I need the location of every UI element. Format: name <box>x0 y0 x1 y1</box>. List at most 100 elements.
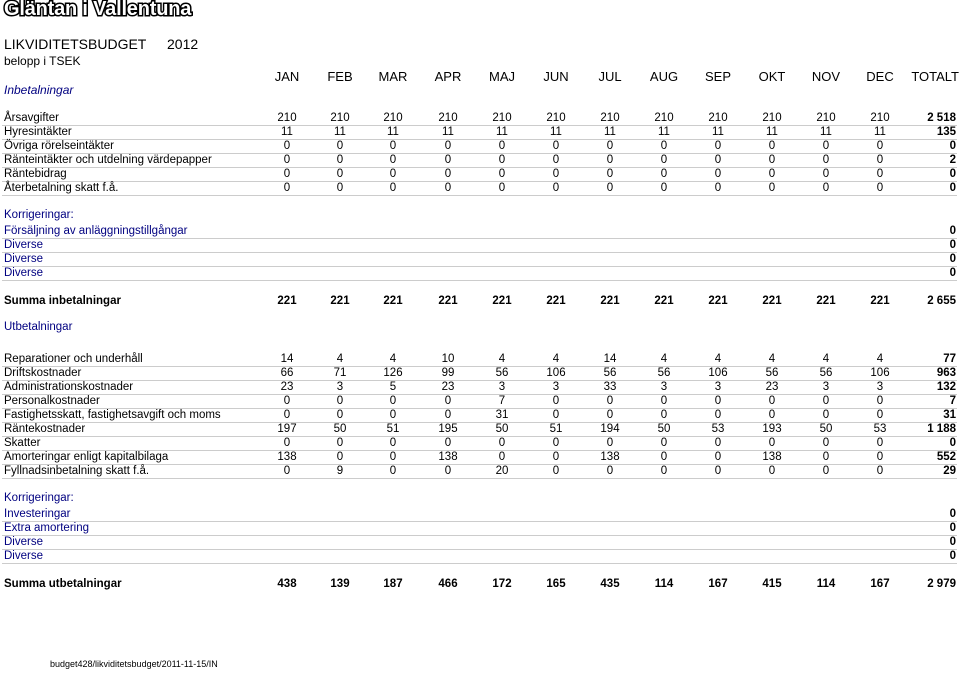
month-value-cell: 0 <box>283 154 291 166</box>
month-value-cell: 139 <box>330 578 350 590</box>
total-value-cell: 963 <box>936 367 956 379</box>
month-value-cell: 0 <box>552 437 560 449</box>
month-value-cell: 221 <box>383 295 403 307</box>
month-value-cell: 0 <box>336 395 344 407</box>
month-value-cell: 50 <box>819 423 833 435</box>
income-correction-row: Diverse 0 <box>2 238 957 253</box>
month-value-cell: 0 <box>876 154 884 166</box>
month-value-cell: 138 <box>277 451 297 463</box>
month-value-cell: 56 <box>765 367 779 379</box>
month-value-cell: 0 <box>498 451 506 463</box>
month-value-cell: 106 <box>870 367 890 379</box>
total-value-cell: 2 <box>949 154 956 166</box>
total-value-cell: 0 <box>949 508 956 520</box>
income-row: Övriga rörelseintäkter 0 0 0 0 0 0 0 0 0 0 0 0 0 <box>2 139 957 154</box>
month-value-cell: 0 <box>768 437 776 449</box>
month-value-cell: 0 <box>822 437 830 449</box>
month-value-cell: 0 <box>389 395 397 407</box>
row-label: Försäljning av anläggningstillgångar <box>4 225 188 237</box>
total-value-cell: 0 <box>949 140 956 152</box>
month-value-cell: 0 <box>336 154 344 166</box>
month-value-cell: 0 <box>822 409 830 421</box>
month-value-cell: 0 <box>714 437 722 449</box>
month-value-cell: 0 <box>389 182 397 194</box>
row-label: Diverse <box>4 550 43 562</box>
total-value-cell: 0 <box>949 168 956 180</box>
month-value-cell: 210 <box>492 112 512 124</box>
month-value-cell: 0 <box>822 154 830 166</box>
row-label: Fyllnadsinbetalning skatt f.å. <box>4 465 150 477</box>
month-value-cell: 51 <box>386 423 400 435</box>
month-value-cell: 221 <box>708 295 728 307</box>
total-value-cell: 2 655 <box>927 295 956 307</box>
month-value-cell: 0 <box>714 140 722 152</box>
month-header-col: APR <box>434 69 462 84</box>
month-value-cell: 0 <box>606 437 614 449</box>
month-value-cell: 0 <box>389 451 397 463</box>
month-value-cell: 31 <box>495 409 509 421</box>
month-value-cell: 14 <box>603 353 617 365</box>
month-header-col: JUN <box>543 69 569 84</box>
month-value-cell: 0 <box>606 168 614 180</box>
month-value-cell: 210 <box>277 112 297 124</box>
month-value-cell: 53 <box>873 423 887 435</box>
month-value-cell: 114 <box>654 578 674 590</box>
month-value-cell: 210 <box>654 112 674 124</box>
month-value-cell: 0 <box>283 437 291 449</box>
month-value-cell: 0 <box>768 168 776 180</box>
expense-correction-row: Diverse 0 <box>2 535 957 550</box>
month-value-cell: 0 <box>660 395 668 407</box>
income-row: Ränteintäkter och utdelning värdepapper 0… <box>2 153 957 168</box>
row-label: Skatter <box>4 437 41 449</box>
month-value-cell: 466 <box>438 578 458 590</box>
month-value-cell: 11 <box>820 126 832 138</box>
month-value-cell: 56 <box>657 367 671 379</box>
month-value-cell: 221 <box>546 295 566 307</box>
month-value-cell: 210 <box>816 112 836 124</box>
month-value-cell: 0 <box>660 154 668 166</box>
month-value-cell: 210 <box>708 112 728 124</box>
month-value-cell: 0 <box>714 451 722 463</box>
month-value-cell: 50 <box>333 423 347 435</box>
month-value-cell: 0 <box>283 395 291 407</box>
month-value-cell: 221 <box>762 295 782 307</box>
month-value-cell: 0 <box>444 168 452 180</box>
month-value-cell: 23 <box>765 381 779 393</box>
month-value-cell: 0 <box>389 409 397 421</box>
month-header-col: DEC <box>866 69 894 84</box>
month-value-cell: 210 <box>600 112 620 124</box>
month-value-cell: 172 <box>492 578 512 590</box>
month-value-cell: 0 <box>498 140 506 152</box>
amount-unit: belopp i TSEK <box>4 54 81 68</box>
row-label: Årsavgifter <box>4 112 59 124</box>
month-value-cell: 0 <box>660 182 668 194</box>
month-value-cell: 0 <box>606 182 614 194</box>
month-value-cell: 4 <box>498 353 506 365</box>
income-sum-row: Summa inbetalningar 221 221 221 221 221 221 221… <box>2 294 957 308</box>
month-value-cell: 221 <box>816 295 836 307</box>
month-value-cell: 0 <box>336 182 344 194</box>
month-value-cell: 0 <box>876 395 884 407</box>
month-header-col: AUG <box>649 69 679 84</box>
month-value-cell: 0 <box>444 154 452 166</box>
total-value-cell: 0 <box>949 437 956 449</box>
month-value-cell: 7 <box>498 395 506 407</box>
month-value-cell: 4 <box>822 353 830 365</box>
month-value-cell: 9 <box>336 465 344 477</box>
month-value-cell: 56 <box>819 367 833 379</box>
income-row: Räntebidrag 0 0 0 0 0 0 0 0 0 0 0 0 0 <box>2 167 957 182</box>
month-value-cell: 194 <box>600 423 620 435</box>
month-value-cell: 3 <box>660 381 668 393</box>
row-label: Diverse <box>4 536 43 548</box>
income-row: Årsavgifter 210 210 210 210 210 210 210 210 210 21… <box>2 111 957 126</box>
month-value-cell: 0 <box>768 409 776 421</box>
month-value-cell: 33 <box>603 381 617 393</box>
month-value-cell: 0 <box>444 409 452 421</box>
month-value-cell: 0 <box>714 395 722 407</box>
row-label: Räntekostnader <box>4 423 86 435</box>
month-value-cell: 11 <box>281 126 293 138</box>
month-value-cell: 3 <box>714 381 722 393</box>
month-value-cell: 0 <box>714 465 722 477</box>
month-value-cell: 0 <box>336 451 344 463</box>
row-label: Diverse <box>4 239 43 251</box>
